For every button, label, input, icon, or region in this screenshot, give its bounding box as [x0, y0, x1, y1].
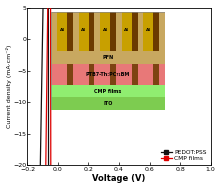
Legend: PEDOT:PSS, CMP films: PEDOT:PSS, CMP films	[160, 148, 208, 162]
X-axis label: Voltage (V): Voltage (V)	[92, 174, 146, 184]
Y-axis label: Current density (mA·cm⁻²): Current density (mA·cm⁻²)	[6, 45, 11, 128]
